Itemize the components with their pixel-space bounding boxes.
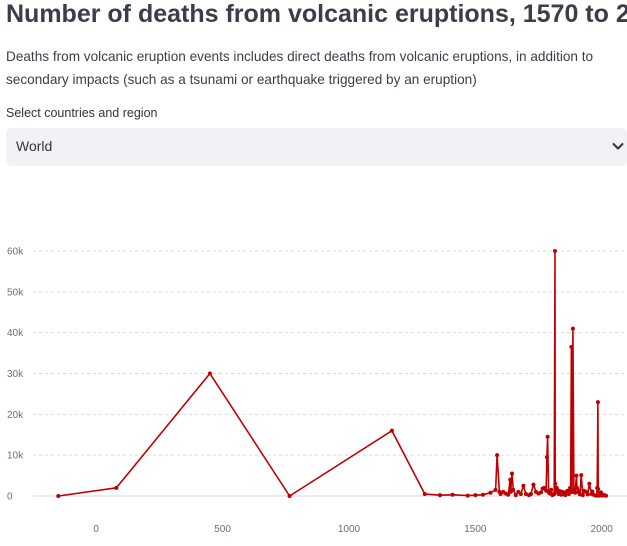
data-point[interactable]	[389, 428, 394, 433]
data-point[interactable]	[521, 483, 526, 488]
data-point[interactable]	[450, 492, 455, 497]
page-title: Number of deaths from volcanic eruptions…	[6, 0, 627, 28]
data-point[interactable]	[437, 493, 442, 498]
region-select-label: Select countries and region	[6, 106, 158, 120]
data-point[interactable]	[422, 491, 427, 496]
data-point[interactable]	[604, 493, 609, 498]
data-point[interactable]	[595, 400, 600, 405]
data-point[interactable]	[488, 490, 493, 495]
data-point[interactable]	[574, 473, 579, 478]
data-point[interactable]	[493, 487, 498, 492]
deaths-line-chart: 0 10k 20k 30k 40k 50k 60k 0 500 1000 1500 2000	[7, 247, 627, 536]
data-point[interactable]	[506, 492, 511, 497]
data-point[interactable]	[580, 493, 585, 498]
x-tick-label: 0	[93, 524, 99, 535]
y-tick-label: 50k	[7, 287, 24, 298]
data-point[interactable]	[531, 482, 536, 487]
data-point[interactable]	[287, 494, 292, 498]
y-tick-label: 10k	[7, 451, 24, 462]
x-tick-label: 2000	[591, 524, 614, 535]
data-point[interactable]	[579, 473, 584, 478]
data-point[interactable]	[511, 487, 516, 492]
data-point[interactable]	[590, 489, 595, 494]
data-point[interactable]	[596, 487, 601, 492]
data-point[interactable]	[577, 488, 582, 493]
y-tick-label: 0	[7, 492, 13, 503]
data-point[interactable]	[56, 494, 61, 498]
data-point[interactable]	[585, 492, 590, 497]
page-subtitle: Deaths from volcanic eruption events inc…	[6, 49, 594, 87]
chart-gridlines	[33, 250, 627, 497]
data-point[interactable]	[528, 491, 533, 496]
chart-axes: 0 10k 20k 30k 40k 50k 60k 0 500 1000 1500 2000	[7, 247, 613, 536]
data-point[interactable]	[509, 471, 514, 476]
y-tick-label: 40k	[7, 328, 24, 339]
x-tick-label: 500	[214, 524, 231, 535]
data-point[interactable]	[542, 485, 547, 490]
data-point[interactable]	[549, 487, 554, 492]
data-point[interactable]	[544, 455, 549, 460]
data-point[interactable]	[574, 485, 579, 490]
data-point[interactable]	[518, 491, 523, 496]
data-point[interactable]	[513, 493, 518, 498]
data-point[interactable]	[553, 481, 558, 486]
data-point[interactable]	[473, 493, 478, 498]
data-point[interactable]	[552, 249, 557, 253]
data-point[interactable]	[545, 434, 550, 439]
y-tick-label: 60k	[7, 247, 24, 258]
data-point[interactable]	[523, 491, 528, 496]
data-point[interactable]	[569, 344, 574, 349]
series-line-world	[58, 250, 607, 497]
chevron-down-icon	[612, 143, 624, 150]
data-point[interactable]	[465, 493, 470, 498]
data-point[interactable]	[207, 371, 212, 376]
chart-markers	[56, 249, 609, 498]
data-point[interactable]	[495, 453, 500, 458]
data-point[interactable]	[480, 492, 485, 497]
y-tick-label: 20k	[7, 410, 24, 421]
data-point[interactable]	[570, 326, 575, 331]
data-point[interactable]	[563, 493, 568, 498]
region-select[interactable]: World	[6, 128, 627, 166]
y-tick-label: 30k	[7, 369, 24, 380]
data-point[interactable]	[539, 490, 544, 495]
x-tick-label: 1500	[464, 524, 487, 535]
data-point[interactable]	[587, 481, 592, 486]
data-point[interactable]	[508, 477, 513, 482]
region-select-value: World	[16, 138, 53, 154]
x-tick-label: 1000	[338, 524, 361, 535]
data-point[interactable]	[114, 485, 119, 490]
data-point[interactable]	[566, 491, 571, 496]
chart-series	[58, 250, 607, 497]
data-point[interactable]	[565, 488, 570, 493]
